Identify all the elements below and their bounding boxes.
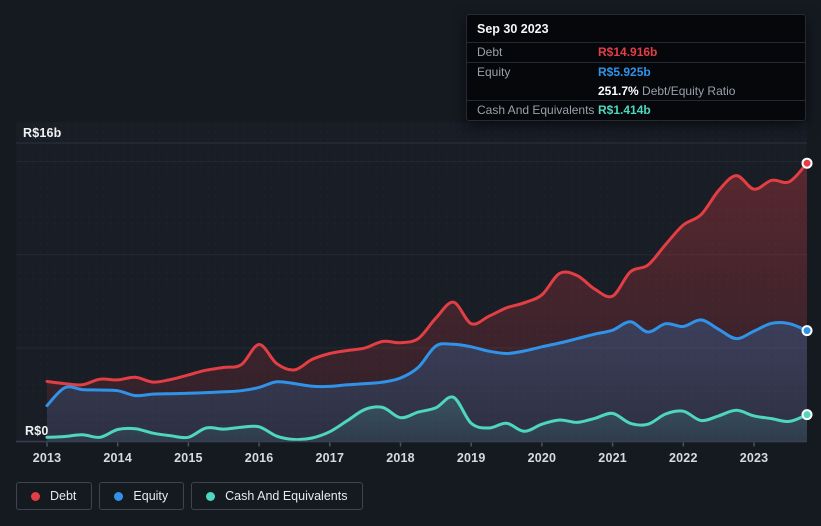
tooltip-cash-label: Cash And Equivalents	[477, 103, 595, 117]
tooltip-equity-label: Equity	[477, 65, 511, 79]
x-axis-label-2018: 2018	[386, 451, 415, 465]
chart-tooltip: Sep 30 2023 Debt R$14.916b Equity R$5.92…	[466, 14, 806, 121]
equity-end-marker	[801, 325, 813, 337]
x-axis-labels: 2013 2014 2015 2016 2017 2018 2019 2020 2021 2022…	[0, 451, 821, 467]
debt-end-marker	[801, 157, 813, 169]
x-axis-label-2016: 2016	[244, 451, 274, 465]
x-axis-label-2014: 2014	[103, 451, 132, 465]
legend-item-equity[interactable]: Equity	[99, 482, 185, 510]
cash-end-marker	[801, 409, 813, 421]
tooltip-row-ratio: 251.7% Debt/Equity Ratio	[467, 82, 805, 101]
tooltip-equity-value: R$5.925b	[598, 65, 651, 79]
equity-legend-dot-icon	[114, 491, 124, 501]
cash-area	[47, 396, 807, 441]
x-axis-label-2020: 2020	[527, 451, 557, 465]
legend-label-debt: Debt	[50, 489, 77, 503]
cash-line	[45, 395, 807, 442]
y-axis-zero-label: R$0	[25, 424, 49, 438]
x-axis-label-2019: 2019	[456, 451, 486, 465]
x-axis-label-2015: 2015	[174, 451, 203, 465]
debt-legend-dot-icon	[31, 491, 40, 501]
equity-line	[45, 318, 807, 408]
tooltip-date: Sep 30 2023	[467, 15, 805, 43]
tooltip-ratio-value: 251.7%	[598, 84, 639, 98]
tooltip-row-equity: Equity R$5.925b	[467, 63, 805, 82]
tooltip-debt-value: R$14.916b	[598, 45, 658, 59]
legend-label-equity: Equity	[133, 489, 169, 503]
tooltip-cash-value: R$1.414b	[598, 103, 651, 117]
equity-area	[47, 319, 807, 441]
legend-item-debt[interactable]: Debt	[16, 482, 93, 510]
chart-legend: Debt Equity Cash And Equivalents	[16, 482, 364, 510]
debt-line	[45, 161, 807, 387]
x-axis-label-2021: 2021	[598, 451, 627, 465]
cash-legend-dot-icon	[206, 491, 216, 501]
y-axis-max-label: R$16b	[23, 126, 62, 140]
tooltip-ratio-label: Debt/Equity Ratio	[642, 84, 736, 98]
tooltip-debt-label: Debt	[477, 45, 503, 59]
area-fills	[47, 163, 807, 441]
x-axis-label-2023: 2023	[739, 451, 769, 465]
tooltip-row-debt: Debt R$14.916b	[467, 43, 805, 63]
tooltip-row-cash: Cash And Equivalents R$1.414b	[467, 101, 805, 120]
series-lines	[45, 161, 807, 442]
legend-label-cash: Cash And Equivalents	[225, 489, 348, 503]
x-axis-label-2017: 2017	[315, 451, 345, 465]
x-axis-label-2022: 2022	[668, 451, 698, 465]
x-axis-label-2013: 2013	[32, 451, 62, 465]
legend-item-cash[interactable]: Cash And Equivalents	[191, 482, 364, 510]
